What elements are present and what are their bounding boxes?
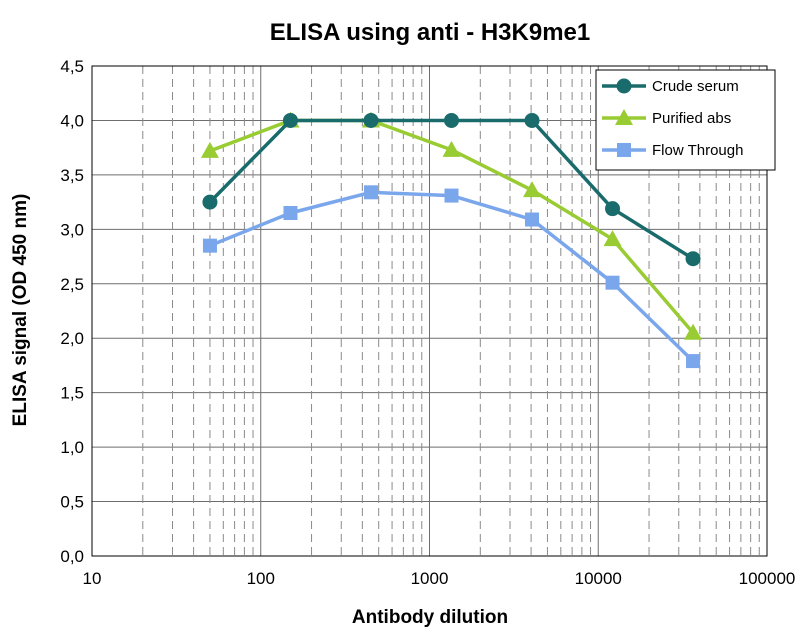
x-axis-label: Antibody dilution: [352, 607, 508, 628]
data-point: [202, 238, 217, 253]
y-tick-label: 3,0: [60, 220, 84, 239]
y-tick-label: 4,0: [60, 111, 84, 130]
x-tick-label: 10000: [575, 569, 622, 588]
data-point: [363, 112, 379, 128]
data-point: [443, 112, 459, 128]
data-point: [202, 194, 218, 210]
data-point: [605, 201, 621, 217]
y-tick-label: 3,5: [60, 166, 84, 185]
legend-marker: [615, 109, 633, 125]
y-tick-label: 0,5: [60, 493, 84, 512]
legend-label: Crude serum: [652, 78, 739, 95]
data-point: [524, 112, 540, 128]
data-point: [444, 188, 459, 203]
data-point: [442, 140, 461, 157]
data-point: [282, 112, 298, 128]
x-axis-ticks: 10 100 1000 10000 100000: [83, 569, 796, 588]
series-line: [209, 190, 695, 363]
data-point: [283, 206, 298, 220]
chart-title: ELISA using anti - H3K9me1: [270, 19, 591, 46]
y-tick-label: 0,0: [60, 547, 84, 566]
data-point: [363, 185, 378, 200]
data-point: [523, 181, 542, 198]
series-flow-through: [202, 185, 701, 369]
y-axis-ticks: 0,0 0,5 1,0 1,5 2,0 2,5 3,0 3,5 4,0 4,5: [60, 57, 84, 566]
data-point: [603, 230, 622, 247]
y-tick-label: 4,5: [60, 57, 84, 76]
data-point: [686, 354, 701, 369]
x-tick-label: 1000: [411, 569, 449, 588]
data-point: [200, 141, 219, 158]
data-point: [525, 212, 540, 227]
plot-area: [91, 65, 768, 557]
y-tick-label: 1,5: [60, 384, 84, 403]
x-tick-label: 100: [247, 569, 275, 588]
data-point: [685, 251, 701, 267]
legend-label: Flow Through: [652, 142, 743, 159]
data-point: [605, 275, 620, 290]
series-layer: [200, 111, 703, 369]
legend-label: Purified abs: [652, 110, 731, 127]
legend: Crude serum Purified abs Flow Through: [595, 69, 776, 171]
series-crude-serum: [202, 112, 701, 267]
x-tick-label: 10: [83, 569, 102, 588]
y-axis-label: ELISA signal (OD 450 nm): [10, 194, 31, 427]
y-tick-label: 2,0: [60, 329, 84, 348]
legend-marker: [617, 143, 631, 157]
legend-marker: [616, 78, 632, 94]
data-point: [684, 323, 703, 340]
y-tick-label: 2,5: [60, 275, 84, 294]
x-tick-label: 100000: [739, 569, 796, 588]
y-tick-label: 1,0: [60, 438, 84, 457]
